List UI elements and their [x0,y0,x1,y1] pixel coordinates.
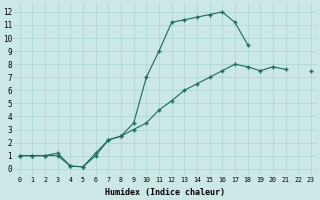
X-axis label: Humidex (Indice chaleur): Humidex (Indice chaleur) [105,188,225,197]
